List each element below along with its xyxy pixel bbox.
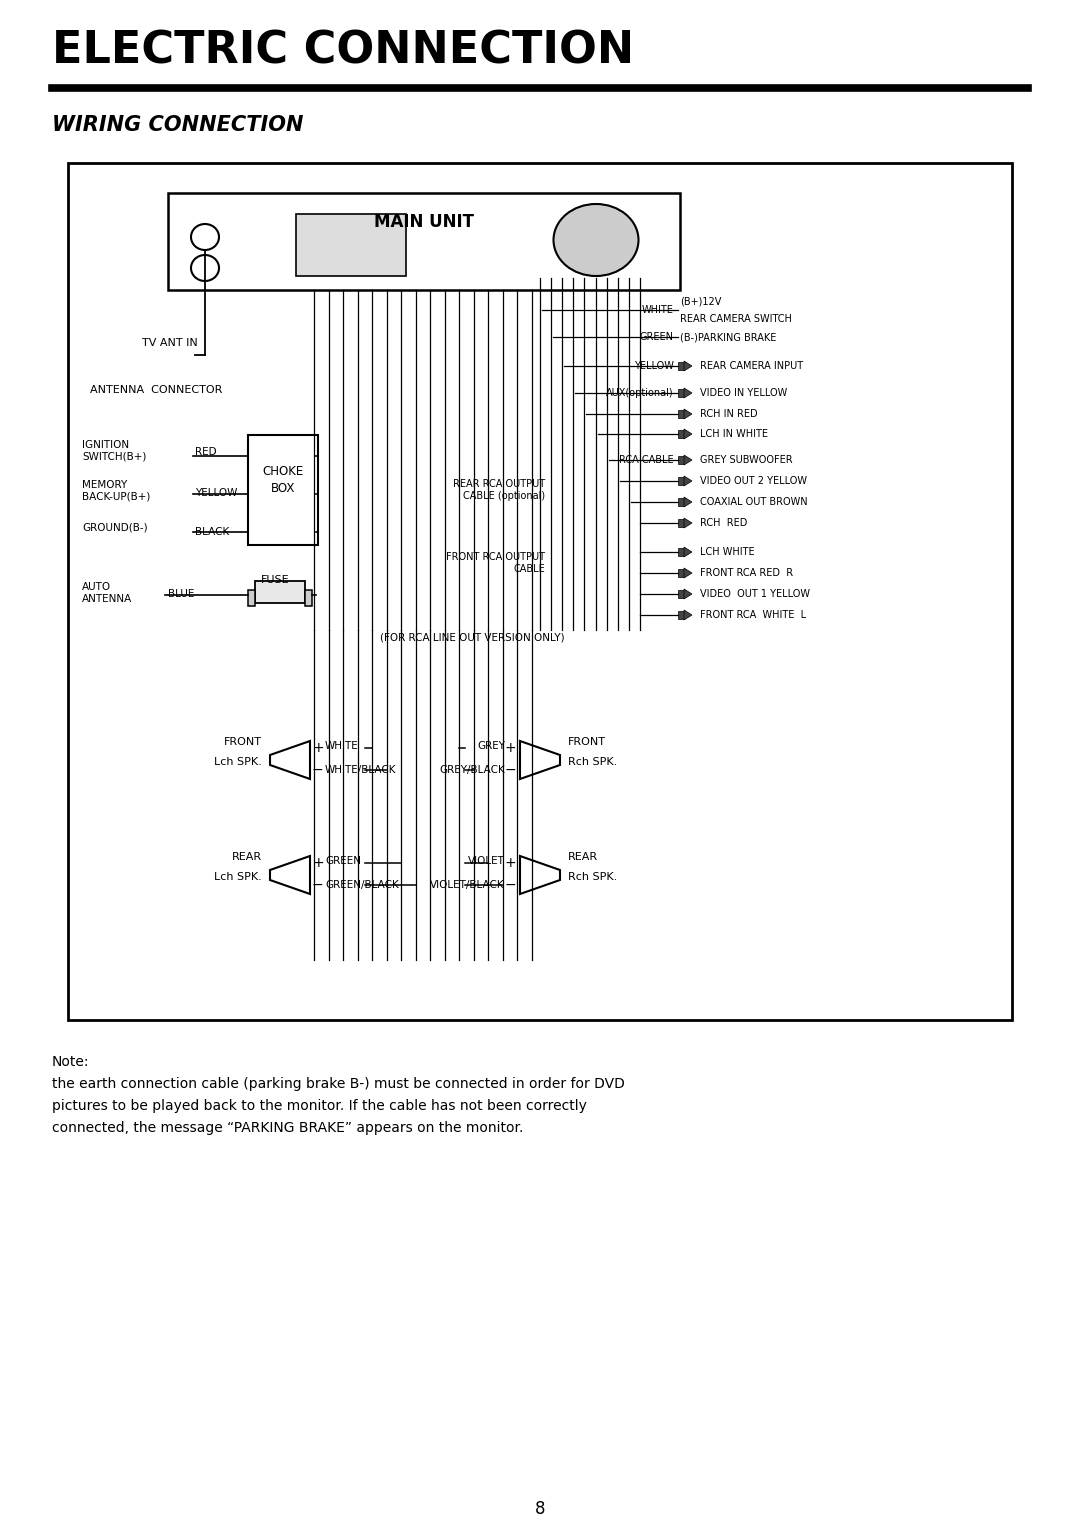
Polygon shape (684, 408, 692, 419)
Text: CHOKE
BOX: CHOKE BOX (262, 465, 303, 495)
Text: YELLOW: YELLOW (195, 488, 238, 498)
Text: Rch SPK.: Rch SPK. (568, 872, 618, 882)
Text: GREY/BLACK: GREY/BLACK (440, 764, 505, 775)
Ellipse shape (554, 203, 638, 277)
Text: VIOLET/BLACK: VIOLET/BLACK (430, 881, 505, 890)
Text: connected, the message “PARKING BRAKE” appears on the monitor.: connected, the message “PARKING BRAKE” a… (52, 1121, 524, 1135)
Text: WHITE: WHITE (643, 304, 674, 315)
Bar (678, 569, 684, 576)
Text: TV ANT IN: TV ANT IN (143, 338, 198, 349)
Bar (168, 193, 680, 291)
Polygon shape (684, 476, 692, 486)
Text: Rch SPK.: Rch SPK. (568, 757, 618, 768)
Text: LCH WHITE: LCH WHITE (700, 547, 755, 557)
Text: RCH IN RED: RCH IN RED (700, 408, 758, 419)
Text: YELLOW: YELLOW (634, 361, 674, 372)
Polygon shape (684, 547, 692, 557)
Bar (68, 164, 1012, 1020)
Text: +: + (504, 742, 516, 755)
Text: −: − (504, 878, 516, 891)
Text: GROUND(B-): GROUND(B-) (82, 523, 148, 534)
Polygon shape (684, 518, 692, 528)
Text: Lch SPK.: Lch SPK. (214, 872, 262, 882)
Text: COAXIAL OUT BROWN: COAXIAL OUT BROWN (700, 497, 808, 508)
Text: GREY: GREY (477, 742, 505, 751)
Text: MAIN UNIT: MAIN UNIT (374, 213, 474, 231)
Text: +: + (312, 856, 324, 870)
Text: BLUE: BLUE (168, 589, 194, 599)
Polygon shape (684, 388, 692, 398)
Text: FRONT RCA OUTPUT
CABLE: FRONT RCA OUTPUT CABLE (446, 552, 545, 575)
Text: WHITE/BLACK: WHITE/BLACK (325, 764, 396, 775)
Bar (678, 590, 684, 598)
Text: GREEN/BLACK: GREEN/BLACK (325, 881, 399, 890)
Text: GREY SUBWOOFER: GREY SUBWOOFER (700, 456, 793, 465)
Text: REAR CAMERA INPUT: REAR CAMERA INPUT (700, 361, 804, 372)
Text: (B-)PARKING BRAKE: (B-)PARKING BRAKE (680, 332, 777, 342)
Text: +: + (504, 856, 516, 870)
Text: 8: 8 (535, 1500, 545, 1518)
Text: GREEN: GREEN (640, 332, 674, 342)
Bar (678, 547, 684, 557)
Text: pictures to be played back to the monitor. If the cable has not been correctly: pictures to be played back to the monito… (52, 1099, 586, 1113)
Text: VIDEO IN YELLOW: VIDEO IN YELLOW (700, 388, 787, 398)
Bar (678, 477, 684, 485)
Bar (678, 388, 684, 398)
Bar (248, 590, 255, 605)
Text: VIDEO OUT 2 YELLOW: VIDEO OUT 2 YELLOW (700, 476, 807, 486)
Bar (678, 456, 684, 463)
Text: REAR RCA OUTPUT
CABLE (optional): REAR RCA OUTPUT CABLE (optional) (453, 479, 545, 502)
Polygon shape (684, 430, 692, 439)
Polygon shape (684, 497, 692, 508)
Text: BLACK: BLACK (195, 528, 229, 537)
Bar (678, 362, 684, 370)
Bar (305, 590, 312, 605)
Text: FRONT RCA  WHITE  L: FRONT RCA WHITE L (700, 610, 806, 619)
Text: LCH IN WHITE: LCH IN WHITE (700, 430, 768, 439)
Text: GREEN: GREEN (325, 856, 361, 865)
Bar (678, 612, 684, 619)
Text: RCA CABLE: RCA CABLE (619, 456, 674, 465)
Text: −: − (312, 763, 324, 777)
Text: −: − (312, 878, 324, 891)
Text: AUTO
ANTENNA: AUTO ANTENNA (82, 583, 132, 604)
Text: IGNITION
SWITCH(B+): IGNITION SWITCH(B+) (82, 440, 147, 462)
Text: (B+)12V: (B+)12V (680, 297, 721, 306)
Text: AUX(optional): AUX(optional) (606, 388, 674, 398)
Polygon shape (684, 610, 692, 619)
Text: REAR: REAR (232, 852, 262, 862)
Text: FRONT RCA RED  R: FRONT RCA RED R (700, 567, 793, 578)
Text: ANTENNA  CONNECTOR: ANTENNA CONNECTOR (90, 385, 222, 394)
Text: REAR: REAR (568, 852, 598, 862)
Text: ELECTRIC CONNECTION: ELECTRIC CONNECTION (52, 31, 634, 73)
Polygon shape (684, 361, 692, 372)
Bar (678, 498, 684, 506)
Bar (248, 434, 318, 544)
Text: VIOLET: VIOLET (468, 856, 505, 865)
Bar (255, 581, 305, 602)
Text: −: − (504, 763, 516, 777)
Text: RED: RED (195, 446, 217, 457)
Text: WIRING CONNECTION: WIRING CONNECTION (52, 115, 303, 135)
Text: FRONT: FRONT (224, 737, 262, 748)
Text: RCH  RED: RCH RED (700, 518, 747, 528)
Polygon shape (684, 589, 692, 599)
Polygon shape (684, 456, 692, 465)
Text: FUSE: FUSE (260, 575, 289, 586)
Text: FRONT: FRONT (568, 737, 606, 748)
Bar (678, 430, 684, 437)
Text: +: + (312, 742, 324, 755)
Text: REAR CAMERA SWITCH: REAR CAMERA SWITCH (680, 313, 792, 324)
Text: WHITE: WHITE (325, 742, 359, 751)
Polygon shape (684, 567, 692, 578)
Text: the earth connection cable (parking brake B-) must be connected in order for DVD: the earth connection cable (parking brak… (52, 1076, 625, 1092)
Text: (FOR RCA LINE OUT VERSION ONLY): (FOR RCA LINE OUT VERSION ONLY) (380, 631, 565, 642)
Text: VIDEO  OUT 1 YELLOW: VIDEO OUT 1 YELLOW (700, 589, 810, 599)
Bar (678, 518, 684, 528)
Bar (296, 214, 406, 277)
Text: Note:: Note: (52, 1055, 90, 1069)
Text: MEMORY
BACK-UP(B+): MEMORY BACK-UP(B+) (82, 480, 150, 502)
Text: Lch SPK.: Lch SPK. (214, 757, 262, 768)
Bar (678, 410, 684, 417)
